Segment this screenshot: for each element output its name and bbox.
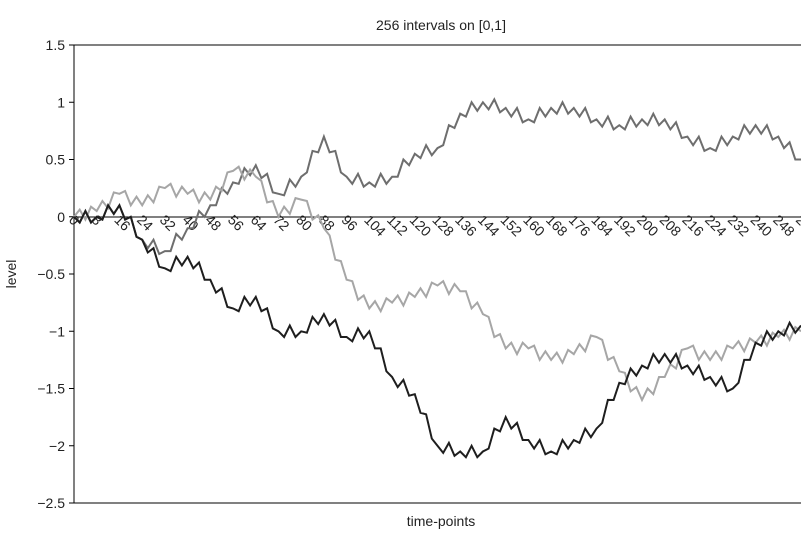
x-tick-label: 152 bbox=[498, 212, 526, 240]
x-tick-label: 144 bbox=[475, 212, 503, 240]
x-tick-label: 56 bbox=[225, 212, 247, 234]
series-line-3 bbox=[73, 203, 801, 459]
x-tick-label: 216 bbox=[679, 212, 707, 240]
x-tick-label: 192 bbox=[611, 212, 639, 240]
x-tick-label: 224 bbox=[702, 212, 730, 240]
x-tick-label: 232 bbox=[725, 212, 753, 240]
x-tick-label: 248 bbox=[770, 212, 798, 240]
x-tick-label: 168 bbox=[543, 212, 571, 240]
x-tick-label: 208 bbox=[657, 212, 685, 240]
x-tick-label: 112 bbox=[384, 212, 411, 239]
x-tick-label: 200 bbox=[634, 212, 662, 240]
series-lines bbox=[73, 97, 801, 459]
y-axis-title: level bbox=[3, 260, 19, 289]
y-tick-label: −0.5 bbox=[37, 266, 65, 282]
series-line-1 bbox=[73, 97, 801, 256]
x-tick-label: 32 bbox=[157, 212, 179, 234]
y-tick-label: −1.5 bbox=[37, 381, 65, 397]
x-axis-title: time-points bbox=[407, 513, 475, 529]
x-tick-label: 120 bbox=[407, 212, 435, 240]
x-tick-label: 128 bbox=[429, 212, 457, 240]
x-tick-label: 176 bbox=[566, 212, 594, 240]
x-tick-label: 184 bbox=[588, 212, 616, 240]
y-tick-label: 1.5 bbox=[46, 37, 66, 53]
y-tick-label: −2 bbox=[49, 438, 65, 454]
x-tick-label: 104 bbox=[361, 212, 389, 240]
x-tick-label: 24 bbox=[134, 212, 156, 234]
y-tick-labels: 1.5 1 0.5 0 −0.5 −1 −1.5 −2 −2.5 bbox=[37, 37, 74, 511]
x-tick-label: 240 bbox=[747, 212, 775, 240]
x-tick-label: 96 bbox=[339, 212, 361, 234]
chart-title: 256 intervals on [0,1] bbox=[376, 17, 506, 33]
x-tick-label: 80 bbox=[293, 212, 315, 234]
x-tick-label: 256 bbox=[793, 212, 801, 240]
y-tick-label: 0.5 bbox=[46, 152, 66, 168]
plot-area bbox=[73, 44, 801, 504]
y-tick-label: −2.5 bbox=[37, 495, 65, 511]
x-tick-label: 136 bbox=[452, 212, 480, 240]
y-tick-label: −1 bbox=[49, 323, 65, 339]
series-line-2 bbox=[73, 165, 801, 403]
x-tick-label: 160 bbox=[520, 212, 548, 240]
y-tick-label: 0 bbox=[57, 209, 65, 225]
x-tick-label: 64 bbox=[248, 212, 270, 234]
y-tick-label: 1 bbox=[57, 94, 65, 110]
